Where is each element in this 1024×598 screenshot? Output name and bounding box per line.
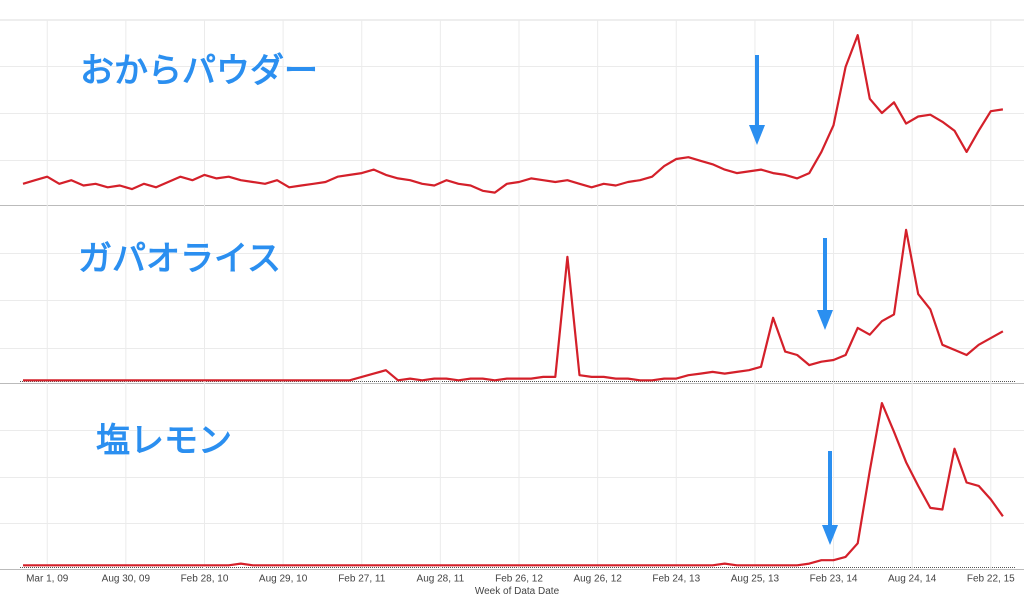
v-grid: Mar 1, 09 Aug 30, 09 Feb 28, 10 Aug 29, 10 F…: [26, 20, 1015, 585]
x-tick-label: Feb 22, 15: [967, 574, 1015, 585]
line-series: [23, 228, 1004, 382]
x-tick-label: Aug 28, 11: [417, 574, 465, 585]
x-tick-label: Feb 27, 11: [338, 574, 386, 585]
x-tick-label: Aug 26, 12: [573, 574, 622, 585]
x-axis-label: Week of Data Date: [475, 586, 560, 597]
x-tick-label: Mar 1, 09: [26, 574, 69, 585]
x-tick-label: Aug 25, 13: [731, 574, 780, 585]
x-tick-label: Feb 24, 13: [652, 574, 700, 585]
arrows: [749, 55, 838, 545]
x-tick-label: Feb 26, 12: [495, 574, 543, 585]
x-tick-label: Aug 29, 10: [259, 574, 308, 585]
x-tick-label: Aug 30, 09: [102, 574, 151, 585]
arrow-head: [822, 525, 838, 545]
x-tick-label: Aug 24, 14: [888, 574, 937, 585]
arrow-head: [749, 125, 765, 145]
x-tick-label: Feb 23, 14: [810, 574, 858, 585]
line-series: [23, 402, 1004, 567]
panel-title: ガパオライス: [78, 239, 281, 279]
lines: [22, 34, 1004, 567]
h-grid: [0, 66, 1024, 524]
panel-title: 塩レモン: [96, 421, 232, 461]
arrow-head: [817, 310, 833, 330]
panel-title: おからパウダー: [80, 51, 318, 91]
x-tick-label: Feb 28, 10: [181, 574, 229, 585]
panel-frames: [0, 19, 1024, 570]
line-series: [22, 34, 1004, 194]
